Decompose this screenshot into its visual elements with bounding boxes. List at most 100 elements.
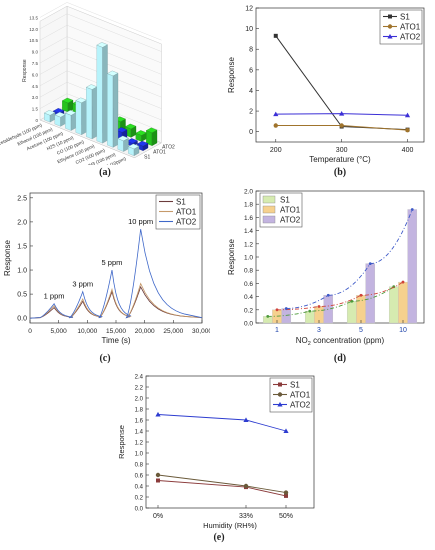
y-tick-label: 1.6	[135, 419, 144, 425]
y-tick-label: 10	[245, 26, 253, 33]
y-tick-label: 1.8	[135, 408, 144, 414]
x-axis-label: Time (s)	[101, 336, 130, 345]
caption-b: (b)	[333, 167, 347, 178]
y-tick-label: 0.6	[244, 281, 253, 288]
z-gridline	[39, 47, 162, 86]
caption-d: (d)	[333, 353, 347, 364]
series-line-ato2	[157, 414, 287, 432]
y-tick-label: 0.2	[135, 496, 144, 502]
y-tick-label: 2.2	[135, 386, 144, 392]
legend-label: ATO1	[176, 208, 197, 217]
z-gridline	[39, 59, 162, 98]
bar-s1-side	[70, 112, 77, 131]
x-tick-label: 10,000	[77, 328, 97, 335]
legend-swatch	[262, 215, 276, 224]
y-tick-label: 1.4	[244, 228, 253, 235]
chart-a-3d-bar: 0 1.5 3.0 4.5 6.0 7.5 9.0 10.5 12.0 13.5 Response A…	[0, 2, 175, 165]
x-tick-label: 25,000	[163, 328, 183, 335]
z-gridline	[39, 93, 162, 132]
legend-label: ATO2	[280, 216, 301, 225]
fit-curve	[267, 286, 395, 317]
legend-marker	[388, 14, 392, 19]
bar-ato1	[356, 295, 366, 324]
y-tick-label: 6	[249, 67, 253, 74]
y-tick-label: 2	[249, 109, 253, 116]
pulse-label: 1 ppm	[44, 292, 65, 301]
fit-point	[359, 293, 363, 297]
y-tick-label: 0.4	[135, 485, 144, 491]
z-gridline	[39, 2, 162, 41]
y-tick-label: 2.0	[135, 397, 144, 403]
x-tick-label: 33%	[239, 513, 253, 520]
fit-point	[350, 299, 354, 303]
y-tick-label: 0.0	[17, 316, 27, 323]
bar-s1-front	[107, 73, 114, 148]
bar-ato2	[365, 263, 376, 324]
y-tick-label: 0.5	[17, 292, 27, 299]
fit-curve	[276, 281, 404, 311]
series-line-ato2	[29, 229, 203, 319]
y-tick-label: 1.0	[135, 452, 144, 458]
legend-label: S1	[400, 13, 410, 22]
x-tick-label: 400	[402, 147, 414, 154]
bar-ato2-top	[124, 123, 137, 130]
y-tick-label: 1.0	[17, 268, 27, 275]
point-ato2	[339, 111, 345, 116]
plot-frame	[255, 7, 425, 143]
y-tick-label: 0.0	[135, 507, 144, 513]
x-tick-label: 30,000	[192, 328, 210, 335]
bar-s1-side	[112, 72, 119, 148]
fit-point	[308, 309, 312, 313]
legend-label: ATO1	[400, 23, 421, 32]
legend-label: ATO2	[176, 218, 197, 227]
point-s1	[284, 493, 288, 498]
legend-marker	[277, 392, 283, 397]
x-axis-label: Humidity (RH%)	[203, 521, 257, 530]
point-ato2	[155, 411, 161, 417]
y-tick-label: 0.8	[135, 463, 144, 469]
point-ato1	[273, 123, 278, 128]
x-tick-label: 200	[270, 147, 282, 154]
x-axis-label: Temperature (°C)	[309, 155, 371, 164]
y-tick-label: 0.2	[244, 307, 253, 314]
y-tick-label: 0.6	[135, 474, 144, 480]
x-tick-label: 1	[275, 327, 279, 334]
point-ato1	[243, 483, 249, 489]
bar-s1-front	[75, 100, 82, 135]
z-tick-label: 7.5	[32, 61, 39, 66]
legend-marker	[387, 24, 393, 29]
x-tick-label: 15,000	[106, 328, 126, 335]
fit-point	[410, 208, 414, 211]
caption-c: (c)	[99, 353, 111, 364]
point-ato1	[339, 123, 344, 128]
y-tick-label: 1.8	[244, 202, 253, 209]
point-ato2	[273, 111, 279, 117]
bar-ato1-top	[115, 127, 128, 133]
y-axis-label: Response	[227, 238, 236, 275]
bar-s1-front	[65, 112, 72, 131]
z-tick-label: 3.0	[32, 95, 39, 100]
bar-s1	[388, 286, 399, 324]
bar-ato2-top	[145, 127, 158, 133]
x-tick-label: 300	[336, 147, 348, 154]
bar-s1-side	[91, 86, 98, 140]
bar-s1	[346, 301, 357, 324]
caption-a: (a)	[99, 167, 111, 178]
x-tick-label: 5	[359, 327, 363, 334]
y-tick-label: 0.4	[244, 294, 253, 301]
series-label: S1	[144, 155, 150, 161]
series-label: ATO2	[162, 145, 175, 151]
point-ato2	[404, 112, 411, 118]
fit-point	[326, 293, 330, 297]
chart-e-humidity: 0.0 0.2 0.4 0.6 0.8 1.0 1.2 1.4 1.6 1.8 2.0 2.2 2.4 0…	[117, 375, 315, 530]
x-tick-label: 10	[399, 327, 407, 334]
fit-point	[266, 315, 270, 318]
point-ato2	[283, 428, 289, 433]
y-tick-label: 0.0	[244, 321, 253, 328]
z-tick-label: 12.0	[29, 27, 38, 32]
y-tick-label: 0	[249, 129, 253, 136]
point-ato2	[243, 417, 249, 422]
y-tick-label: 2.0	[244, 189, 253, 196]
legend-label: ATO2	[290, 401, 311, 410]
x-tick-label: 0	[28, 328, 32, 335]
